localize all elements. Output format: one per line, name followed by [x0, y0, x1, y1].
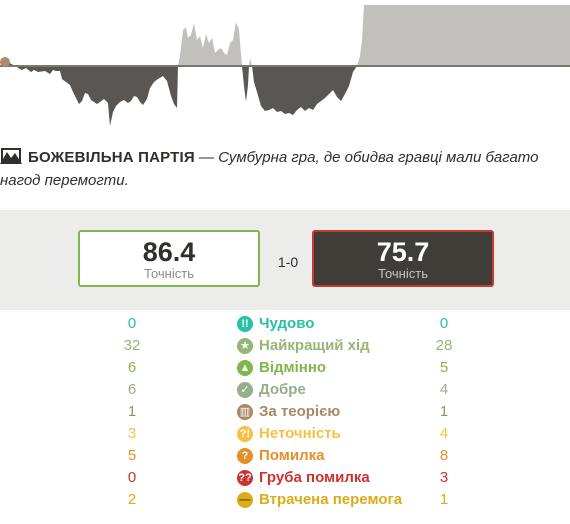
black-accuracy-label: Точність: [378, 266, 428, 281]
black-advantage-area: [0, 62, 178, 126]
white-advantage-area: [178, 22, 242, 66]
headline-separator: —: [194, 149, 219, 166]
miss-icon: —: [237, 492, 253, 508]
white-count-miss: 2: [127, 491, 137, 508]
book-icon: ▥: [237, 404, 253, 420]
classification-row-excellent[interactable]: 6 ▲ Відмінно 5: [0, 357, 570, 379]
classification-label-excellent: Відмінно: [259, 359, 327, 376]
classification-label-mistake: Помилка: [259, 447, 325, 464]
classification-label-miss: Втрачена перемога: [259, 491, 403, 508]
headline-title: Божевільна партія: [28, 149, 195, 166]
classification-row-good[interactable]: 6 ✓ Добре 4: [0, 379, 570, 401]
black-count-mistake: 8: [439, 447, 449, 464]
white-accuracy-card: 86.4 Точність: [78, 230, 260, 287]
mountain-icon: [0, 148, 22, 164]
classification-row-miss[interactable]: 2 — Втрачена перемога 1: [0, 489, 570, 511]
classification-label-book: За теорією: [259, 403, 341, 420]
black-advantage-area-3: [252, 66, 357, 115]
black-accuracy-card: 75.7 Точність: [312, 230, 494, 287]
accuracy-section: 86.4 Точність 1-0 75.7 Точність: [0, 210, 570, 310]
white-count-inaccuracy: 3: [127, 425, 137, 442]
black-count-blunder: 3: [439, 469, 449, 486]
game-headline: Божевільна партія — Сумбурна гра, де оби…: [0, 146, 570, 192]
blunder-icon: ??: [237, 470, 253, 486]
black-count-brilliant: 0: [439, 315, 449, 332]
white-count-brilliant: 0: [127, 315, 137, 332]
classification-row-book[interactable]: 1 ▥ За теорією 1: [0, 401, 570, 423]
classification-row-blunder[interactable]: 0?? Груба помилка 3: [0, 467, 570, 489]
brilliant-icon: !!: [237, 316, 253, 332]
black-accuracy-value: 75.7: [376, 237, 430, 267]
white-count-blunder: 0: [127, 469, 137, 486]
black-advantage-area-2: [242, 66, 249, 102]
evaluation-graph[interactable]: [0, 0, 570, 128]
classification-label-blunder: Груба помилка: [259, 469, 370, 486]
white-accuracy-value: 86.4: [142, 237, 196, 267]
black-count-inaccuracy: 4: [439, 425, 449, 442]
classification-label-good: Добре: [259, 381, 306, 398]
move-classification-table: 0!! Чудово 0 32 ★ Найкращий хід 28 6 ▲ Відмінно 5 6…: [0, 313, 570, 511]
headline-description: Сумбурна гра, де обидва гравці мали бага…: [0, 149, 539, 189]
game-result: 1-0: [277, 254, 299, 270]
classification-row-mistake[interactable]: 5? Помилка 8: [0, 445, 570, 467]
classification-row-best[interactable]: 32 ★ Найкращий хід 28: [0, 335, 570, 357]
black-count-good: 4: [439, 381, 449, 398]
black-count-miss: 1: [439, 491, 449, 508]
black-count-book: 1: [439, 403, 449, 420]
star-icon: ★: [237, 338, 253, 354]
thumbs-up-icon: ▲: [237, 360, 253, 376]
white-advantage-area-2: [249, 58, 252, 66]
classification-label-brilliant: Чудово: [259, 315, 315, 332]
white-count-book: 1: [127, 403, 137, 420]
check-icon: ✓: [237, 382, 253, 398]
inaccuracy-icon: ?!: [237, 426, 253, 442]
white-accuracy-label: Точність: [144, 266, 194, 281]
white-count-good: 6: [127, 381, 137, 398]
white-count-best: 32: [123, 337, 141, 354]
mistake-icon: ?: [237, 448, 253, 464]
graph-cursor[interactable]: [0, 57, 10, 67]
classification-label-inaccuracy: Неточність: [259, 425, 341, 442]
classification-row-brilliant[interactable]: 0!! Чудово 0: [0, 313, 570, 335]
white-count-excellent: 6: [127, 359, 137, 376]
white-count-mistake: 5: [127, 447, 137, 464]
classification-row-inaccuracy[interactable]: 3?! Неточність 4: [0, 423, 570, 445]
classification-label-best: Найкращий хід: [259, 337, 370, 354]
black-count-excellent: 5: [439, 359, 449, 376]
white-advantage-area-3: [357, 5, 570, 66]
black-count-best: 28: [435, 337, 453, 354]
